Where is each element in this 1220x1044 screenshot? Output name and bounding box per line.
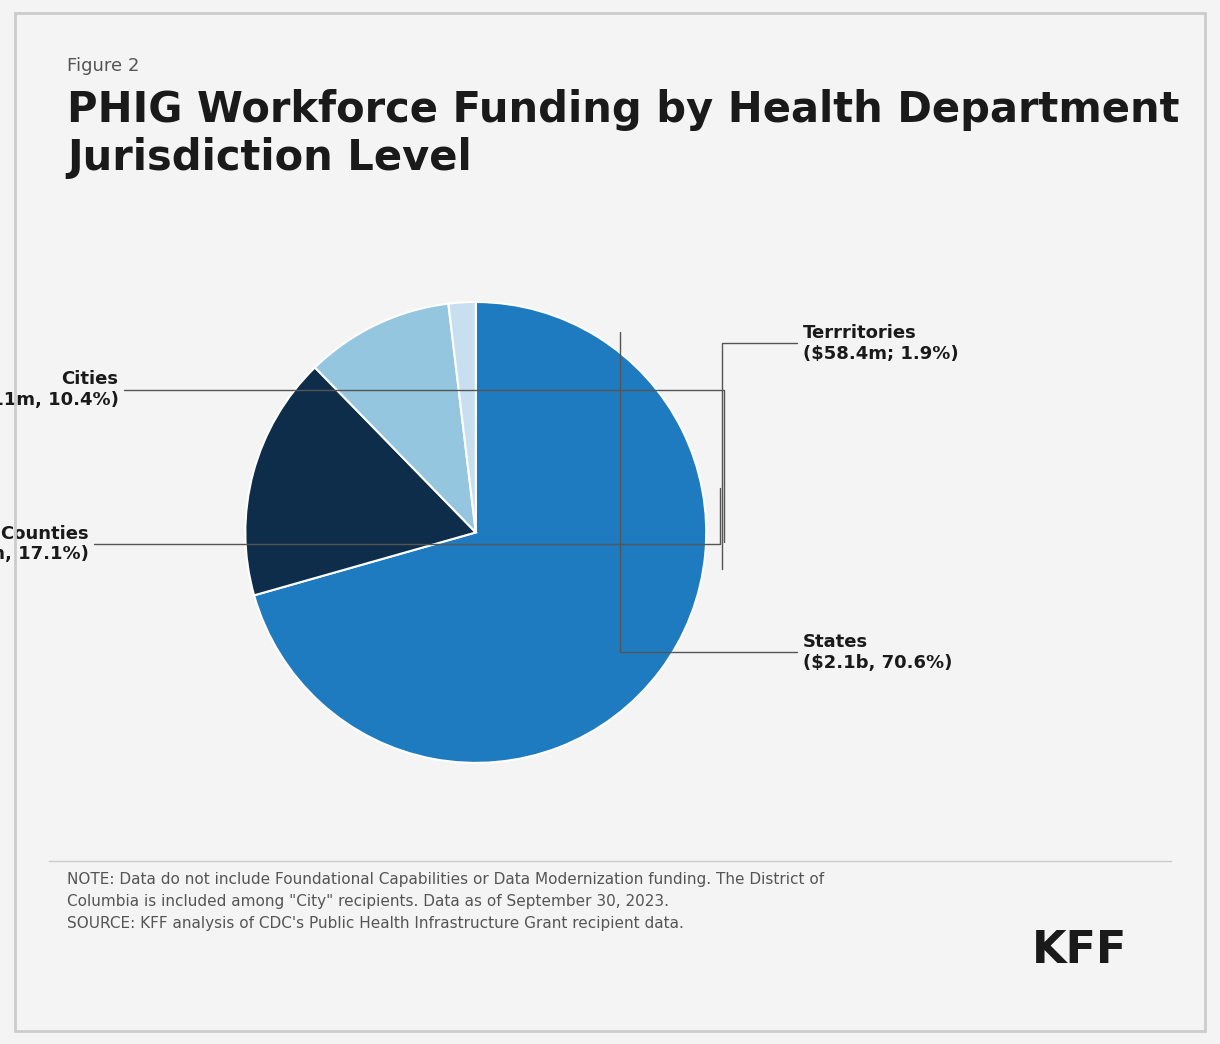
Text: KFF: KFF bbox=[1032, 928, 1127, 972]
Text: Figure 2: Figure 2 bbox=[67, 57, 139, 75]
Wedge shape bbox=[315, 304, 476, 532]
Text: Terrritories
($58.4m; 1.9%): Terrritories ($58.4m; 1.9%) bbox=[721, 324, 959, 569]
Wedge shape bbox=[245, 367, 476, 595]
Text: Cities
($311m, 10.4%): Cities ($311m, 10.4%) bbox=[0, 371, 725, 542]
Text: States
($2.1b, 70.6%): States ($2.1b, 70.6%) bbox=[620, 332, 953, 671]
Text: NOTE: Data do not include Foundational Capabilities or Data Modernization fundin: NOTE: Data do not include Foundational C… bbox=[67, 872, 825, 931]
Wedge shape bbox=[254, 302, 706, 763]
Text: Counties
($514m, 17.1%): Counties ($514m, 17.1%) bbox=[0, 489, 720, 564]
Text: PHIG Workforce Funding by Health Department
Jurisdiction Level: PHIG Workforce Funding by Health Departm… bbox=[67, 89, 1180, 180]
Wedge shape bbox=[449, 302, 476, 532]
